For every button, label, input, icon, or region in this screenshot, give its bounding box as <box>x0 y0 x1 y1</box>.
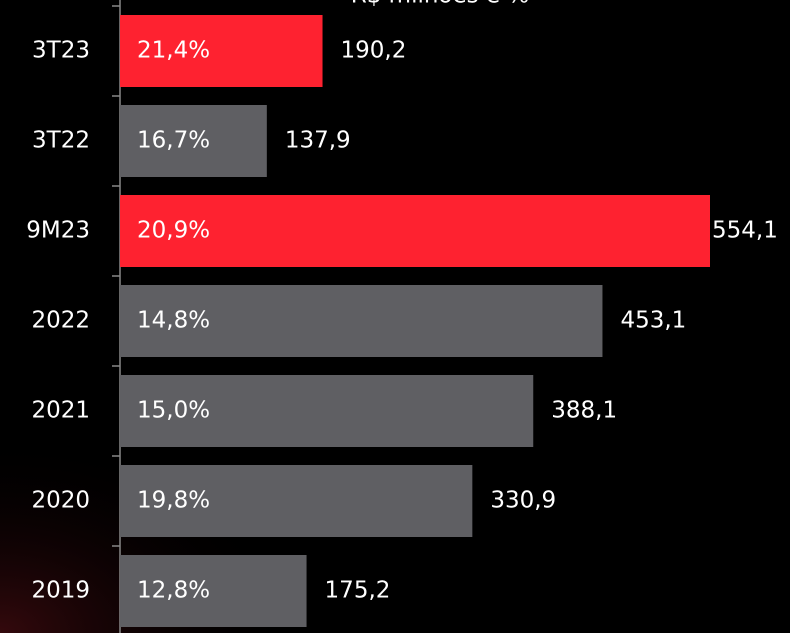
bar <box>120 285 603 357</box>
bar <box>120 375 534 447</box>
margin-label: 15,0% <box>137 398 210 424</box>
value-label: 137,9 <box>285 128 351 154</box>
category-label: 2021 <box>31 398 90 424</box>
value-label: 388,1 <box>551 398 617 424</box>
margin-label: 14,8% <box>137 308 210 334</box>
bar <box>120 465 473 537</box>
margin-label: 21,4% <box>137 38 210 64</box>
bar <box>120 15 323 87</box>
bar <box>120 195 710 267</box>
margin-label: 16,7% <box>137 128 210 154</box>
category-label: 3T23 <box>32 38 90 64</box>
value-label: 453,1 <box>620 308 686 334</box>
value-label: 190,2 <box>341 38 407 64</box>
margin-label: 20,9% <box>137 218 210 244</box>
value-label: 175,2 <box>325 578 391 604</box>
margin-label: 19,8% <box>137 488 210 514</box>
value-label: 330,9 <box>490 488 556 514</box>
category-label: 2019 <box>31 578 90 604</box>
bar <box>120 105 267 177</box>
margin-label: 12,8% <box>137 578 210 604</box>
category-label: 2022 <box>31 308 90 334</box>
category-label: 9M23 <box>26 218 90 244</box>
bar <box>120 555 307 627</box>
category-label: 3T22 <box>32 128 90 154</box>
chart-title: R$ milhões e % <box>351 0 530 9</box>
category-label: 2020 <box>31 488 90 514</box>
value-label: 554,1 <box>712 218 778 244</box>
